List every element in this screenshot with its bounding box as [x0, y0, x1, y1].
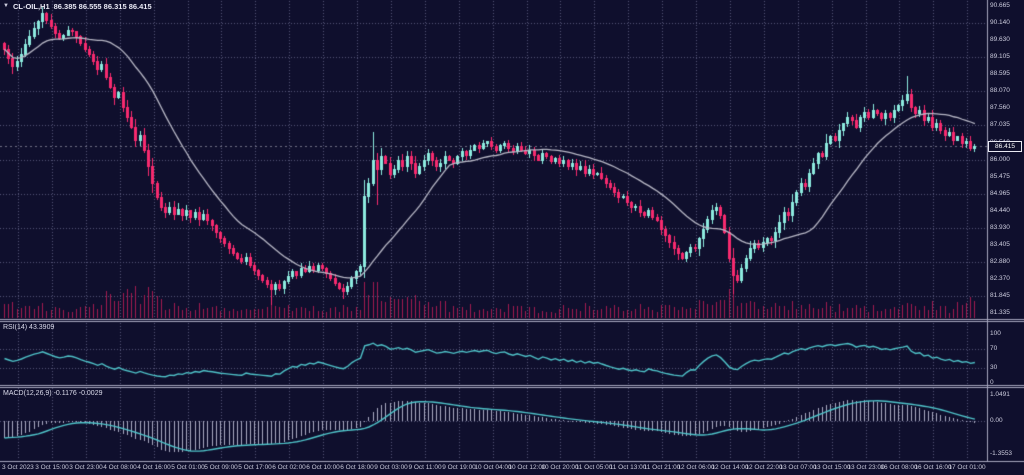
time-axis[interactable]: 3 Oct 2023 3 Oct 15:00 3 Oct 23:00 4 Oct 08…	[0, 462, 1024, 475]
time-axis-label: 13 Oct 15:00	[813, 464, 851, 471]
price-axis-label: 84.440	[990, 207, 1010, 214]
time-axis-label: 9 Oct 11:00	[408, 464, 442, 471]
price-axis-label: 81.335	[990, 309, 1010, 316]
macd-axis-label: -1.3553	[990, 450, 1013, 457]
rsi-indicator-label: RSI(14) 43.3909	[3, 324, 55, 331]
time-axis-label: 5 Oct 09:00	[204, 464, 238, 471]
price-axis-label: 89.630	[990, 36, 1010, 43]
price-axis-label: 88.070	[990, 87, 1010, 94]
price-axis-label: 87.035	[990, 121, 1010, 128]
time-axis-label: 12 Oct 06:00	[677, 464, 715, 471]
time-axis-label: 6 Oct 10:00	[306, 464, 340, 471]
time-axis-label: 5 Oct 01:00	[171, 464, 205, 471]
price-axis-label: 84.965	[990, 190, 1010, 197]
time-axis-label: 17 Oct 01:00	[948, 464, 986, 471]
price-axis[interactable]: 86.415 90.665 90.140 89.630 89.105 88.595 88.…	[988, 0, 1024, 475]
time-axis-label: 11 Oct 13:00	[609, 464, 647, 471]
symbol-dropdown-icon[interactable]: ▼	[3, 3, 9, 9]
time-axis-label: 3 Oct 2023	[2, 464, 34, 471]
price-axis-label: 89.105	[990, 53, 1010, 60]
time-axis-label: 3 Oct 15:00	[35, 464, 69, 471]
price-axis-label: 90.140	[990, 19, 1010, 26]
time-axis-label: 16 Oct 08:00	[880, 464, 918, 471]
ohlc-values: 86.385 86.555 86.315 86.415	[53, 2, 152, 11]
price-axis-label: 83.930	[990, 224, 1010, 231]
time-axis-label: 3 Oct 23:00	[69, 464, 103, 471]
time-axis-label: 9 Oct 03:00	[374, 464, 408, 471]
time-axis-label: 6 Oct 18:00	[340, 464, 374, 471]
time-axis-label: 9 Oct 19:00	[442, 464, 476, 471]
rsi-axis-label: 30	[990, 364, 998, 371]
time-axis-label: 10 Oct 04:00	[474, 464, 512, 471]
rsi-axis-label: 70	[990, 345, 998, 352]
price-axis-label: 83.405	[990, 241, 1010, 248]
time-axis-label: 5 Oct 17:00	[238, 464, 272, 471]
time-axis-label: 6 Oct 02:00	[272, 464, 306, 471]
chart-title: ▼ CL-OIL,H1 86.385 86.555 86.315 86.415	[3, 2, 152, 11]
price-axis-label: 82.370	[990, 275, 1010, 282]
time-axis-label: 4 Oct 16:00	[137, 464, 171, 471]
price-axis-label: 82.880	[990, 258, 1010, 265]
price-axis-label: 86.000	[990, 156, 1010, 163]
rsi-axis-label: 0	[990, 379, 994, 386]
time-axis-label: 13 Oct 23:00	[847, 464, 885, 471]
time-axis-label: 12 Oct 22:00	[745, 464, 783, 471]
time-axis-label: 13 Oct 07:00	[779, 464, 817, 471]
macd-axis-label: 1.0491	[990, 391, 1010, 398]
price-axis-label: 85.475	[990, 173, 1010, 180]
time-axis-label: 16 Oct 16:00	[914, 464, 952, 471]
time-axis-label: 10 Oct 12:00	[508, 464, 546, 471]
time-axis-label: 12 Oct 14:00	[711, 464, 749, 471]
time-axis-label: 11 Oct 05:00	[575, 464, 613, 471]
current-price-tag: 86.415	[988, 141, 1022, 152]
macd-indicator-label: MACD(12,26,9) -0.1176 -0.0029	[3, 390, 103, 397]
macd-axis-label: 0.00	[990, 417, 1003, 424]
time-axis-label: 11 Oct 21:00	[643, 464, 681, 471]
price-axis-label: 90.665	[990, 2, 1010, 9]
rsi-axis-label: 100	[990, 330, 1001, 337]
time-axis-label: 10 Oct 20:00	[541, 464, 579, 471]
symbol-timeframe-label: CL-OIL,H1	[12, 2, 50, 11]
price-axis-label: 88.595	[990, 70, 1010, 77]
price-axis-label: 87.560	[990, 104, 1010, 111]
price-axis-label: 81.845	[990, 292, 1010, 299]
time-axis-label: 4 Oct 08:00	[103, 464, 137, 471]
